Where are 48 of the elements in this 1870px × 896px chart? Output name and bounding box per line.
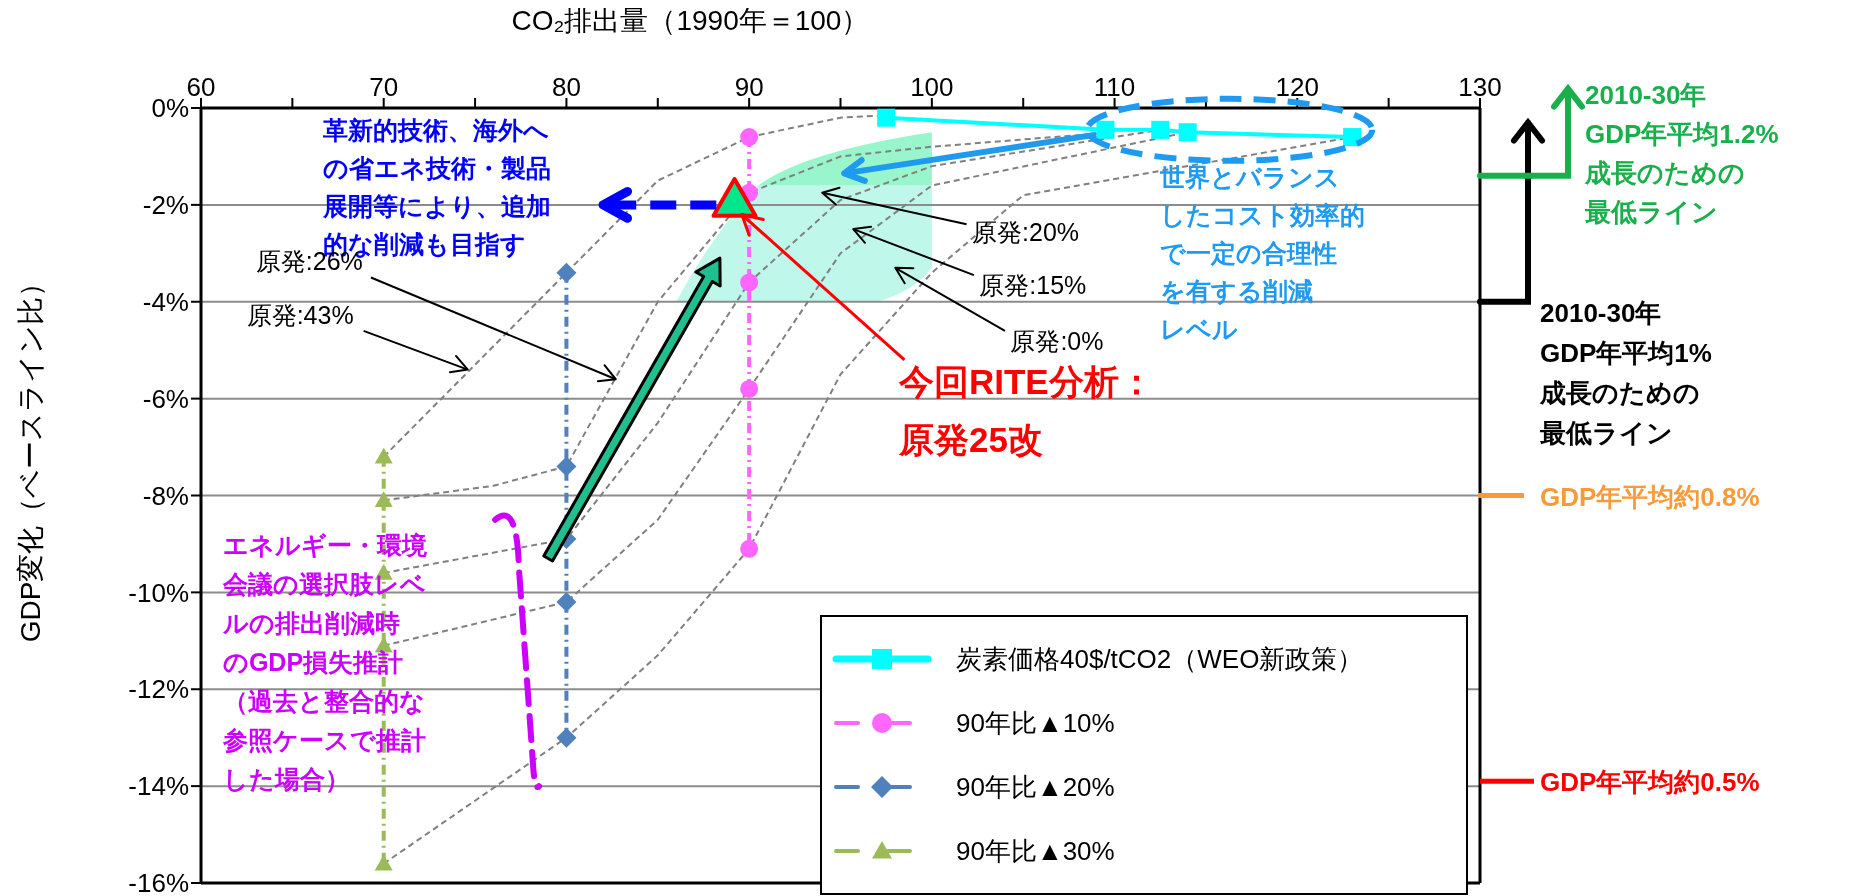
x-tick-label: 80: [551, 72, 581, 102]
point: [1178, 123, 1197, 142]
annotation: 原発:0%: [1010, 327, 1104, 356]
x-tick-label: 60: [186, 72, 216, 102]
point: [1096, 120, 1115, 139]
annotation: エネルギー・環境会議の選択肢レベルの排出削減時のGDP損失推計（過去と整合的な参照ケースで推計した場合）: [221, 530, 427, 793]
text: 2010-30年GDP年平均1%成長のための最低ライン: [1539, 297, 1712, 448]
y-axis-title: GDP変化（ベースライン比）: [15, 268, 46, 643]
legend-label: 90年比▲30%: [956, 834, 1115, 868]
annotation: 原発:20%: [972, 218, 1080, 247]
point: [877, 108, 896, 127]
point: [1151, 120, 1170, 139]
legend-label: 90年比▲10%: [956, 706, 1115, 740]
y-tick-label: -4%: [142, 286, 189, 317]
point: [556, 727, 577, 748]
x-tick-label: 130: [1458, 72, 1502, 102]
x-tick-label: 110: [1093, 72, 1136, 102]
annotation: 世界とバランスしたコスト効率的で一定の合理性を有する削減レベル: [1159, 162, 1366, 343]
point: [374, 491, 393, 508]
annotation: 原発:43%: [246, 300, 354, 329]
y-tick-label: -14%: [128, 771, 189, 802]
y-tick-label: -12%: [128, 674, 189, 705]
text: GDP年平均約0.5%: [1540, 767, 1760, 798]
point: [556, 456, 577, 477]
legend-label: 炭素価格40$/tCO2（WEO新政策）: [956, 642, 1364, 676]
point: [556, 262, 577, 283]
y-tick-label: -2%: [142, 190, 189, 221]
annotation: 原発:15%: [979, 271, 1087, 300]
x-tick-label: 120: [1275, 72, 1319, 102]
y-tick-label: -6%: [142, 383, 189, 414]
point: [556, 592, 577, 613]
text: 2010-30年GDP年平均1.2%成長のための最低ライン: [1584, 79, 1779, 227]
y-tick-label: 0%: [151, 93, 189, 124]
point: [740, 128, 759, 147]
point: [740, 273, 759, 292]
point: [1343, 128, 1362, 147]
annotation: 今回RITE分析：原発25改: [897, 361, 1154, 459]
x-tick-label: 90: [734, 72, 764, 102]
point: [740, 539, 759, 558]
y-tick-label: -8%: [142, 480, 189, 511]
x-tick-label: 70: [369, 72, 399, 102]
point: [740, 379, 759, 398]
text: GDP年平均約0.8%: [1540, 481, 1760, 512]
point: [374, 447, 393, 464]
y-tick-label: -10%: [128, 577, 189, 608]
y-tick-label: -16%: [128, 868, 189, 896]
legend-label: 90年比▲20%: [956, 770, 1115, 804]
x-tick-label: 100: [910, 72, 954, 102]
